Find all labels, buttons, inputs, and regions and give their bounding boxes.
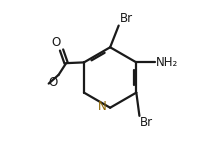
Text: N: N [97,100,106,113]
Text: O: O [51,36,60,49]
Text: Br: Br [140,116,153,129]
Text: NH₂: NH₂ [156,56,178,69]
Text: O: O [49,76,58,89]
Text: Br: Br [119,12,133,25]
